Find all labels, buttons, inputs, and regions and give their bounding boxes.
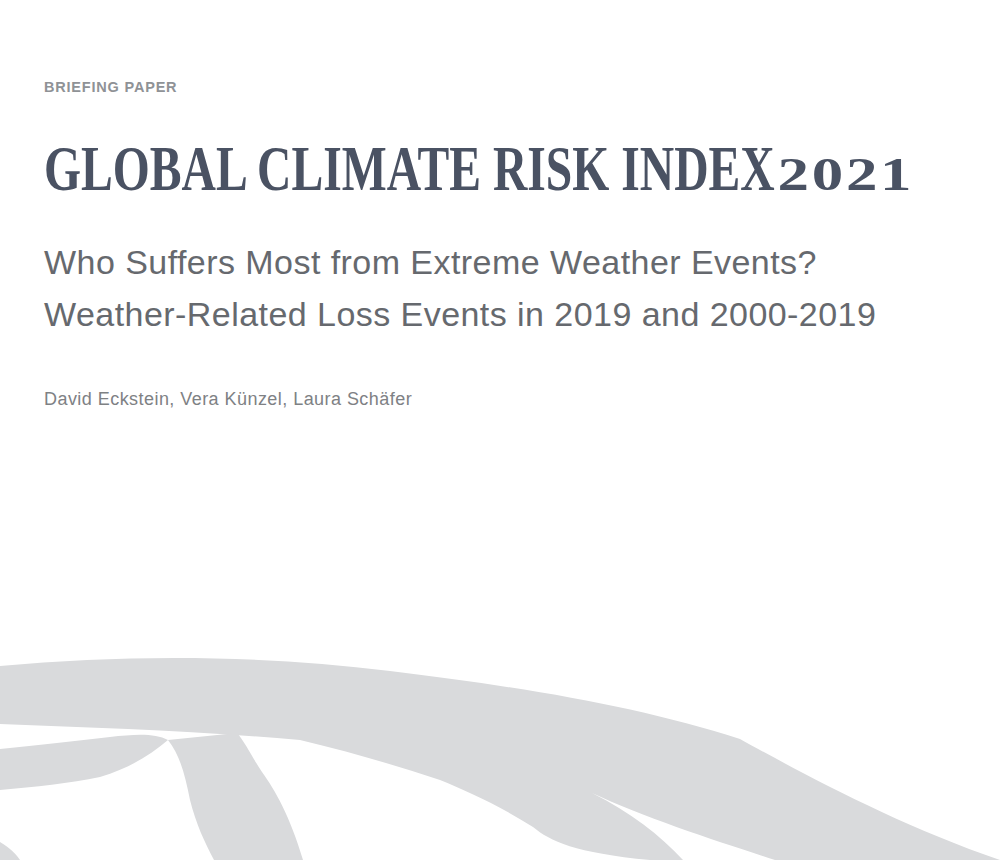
globe-band-main: [0, 658, 1000, 860]
globe-wireframe-icon: [0, 0, 1000, 860]
globe-corner-sliver: [0, 842, 20, 860]
globe-meridian-left: [0, 733, 303, 860]
